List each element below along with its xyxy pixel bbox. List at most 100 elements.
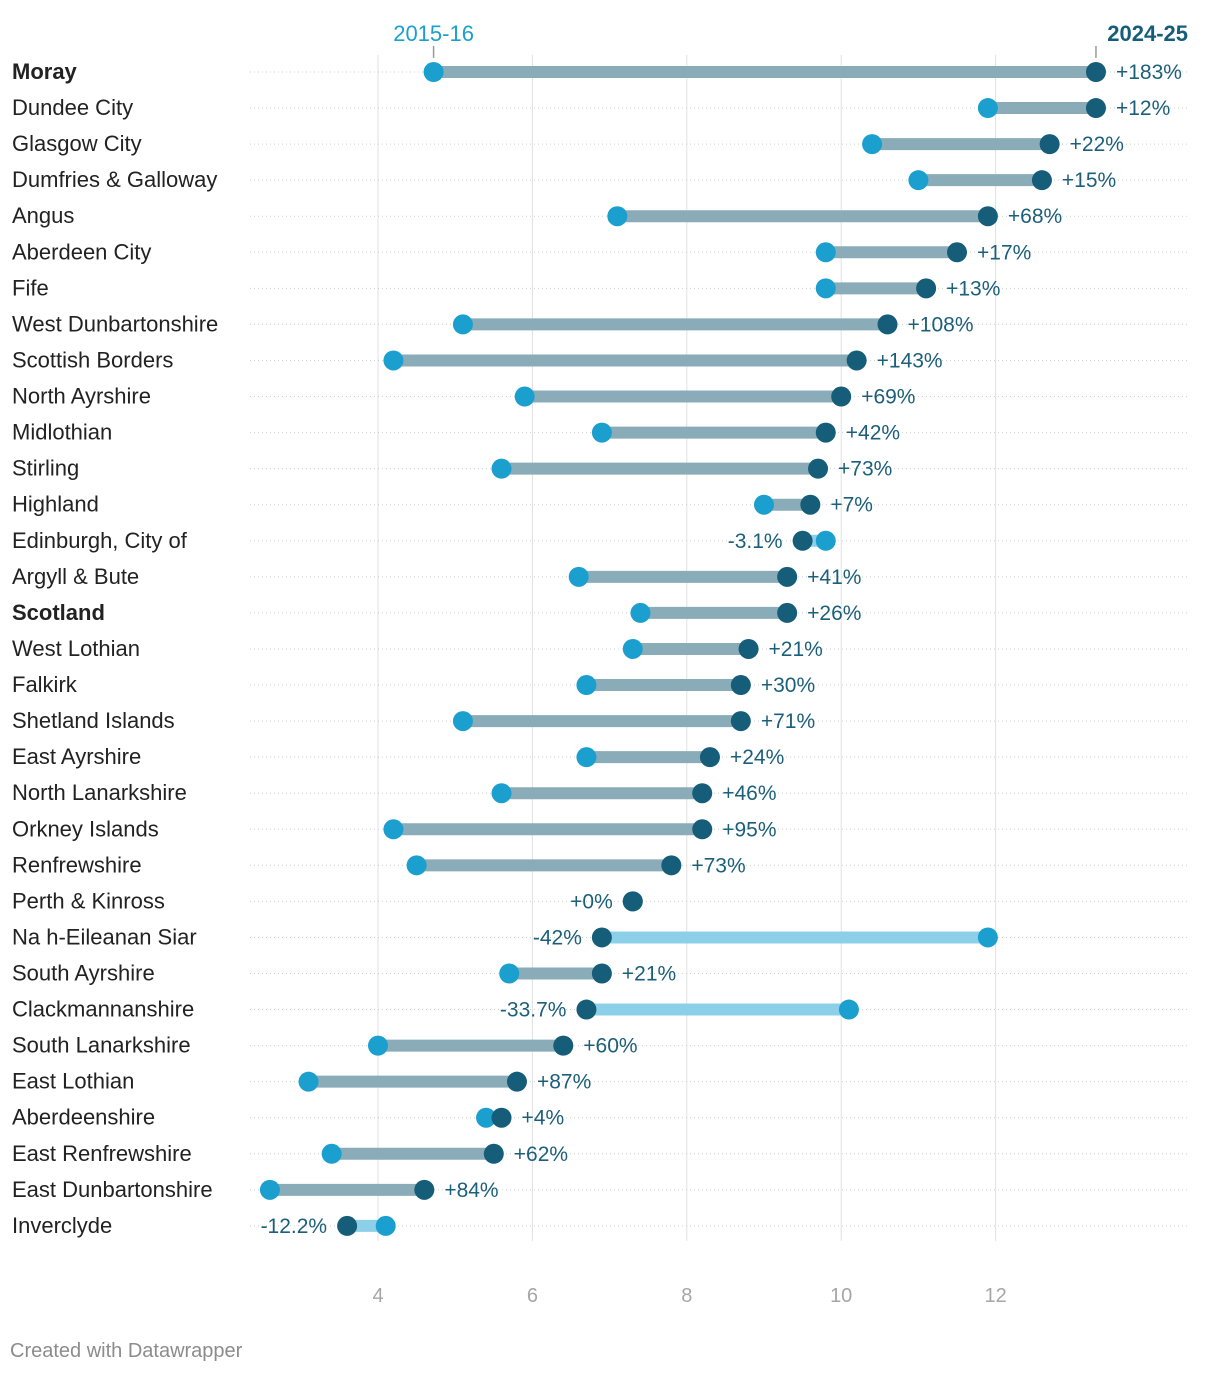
start-dot [491,458,512,479]
row-label: Stirling [12,456,79,481]
row: Dumfries & Galloway +15% [12,167,1188,192]
row: Stirling +73% [12,456,1188,481]
row-label: Aberdeenshire [12,1105,155,1130]
row: East Ayrshire +24% [12,744,1188,769]
start-dot [452,314,473,335]
start-dot [499,963,520,984]
row: North Lanarkshire +46% [12,780,1188,805]
row-label: Aberdeen City [12,239,151,264]
change-label: +21% [769,638,823,661]
row-label: Perth & Kinross [12,888,165,913]
x-axis: 4 6 8 10 12 [372,1285,1006,1307]
change-label: +87% [537,1071,591,1094]
row: Dundee City +12% [12,95,1188,120]
end-dot [661,855,682,876]
row-label: Na h-Eileanan Siar [12,924,197,949]
change-label: +73% [691,854,745,877]
end-dot [977,206,998,227]
end-dot [591,963,612,984]
change-label: +17% [977,241,1031,264]
row: Argyll & Bute +41% [12,564,1188,589]
change-label: +41% [807,566,861,589]
row: South Lanarkshire +60% [12,1033,1188,1058]
start-dot [622,638,643,659]
row-label: North Ayrshire [12,384,151,409]
row: Edinburgh, City of -3.1% [12,528,1188,553]
row-label: South Lanarkshire [12,1033,191,1058]
row: Angus +68% [12,203,1188,228]
row-label: North Lanarkshire [12,780,187,805]
change-label: +4% [522,1107,565,1130]
end-dot [1085,98,1106,119]
start-dot [815,278,836,299]
change-label: +7% [830,494,873,517]
change-label: +22% [1070,133,1124,156]
start-dot [514,386,535,407]
end-dot [692,819,713,840]
end-dot [947,242,967,263]
row-label: East Dunbartonshire [12,1177,213,1202]
row-label: Inverclyde [12,1213,112,1238]
start-dot [383,819,404,840]
change-label: +71% [761,710,815,733]
change-label: -33.7% [500,999,567,1022]
change-label: +143% [877,349,943,372]
row: North Ayrshire +69% [12,384,1188,409]
change-label: +46% [722,782,776,805]
row: Renfrewshire +73% [12,852,1188,877]
x-tick-label: 12 [984,1285,1006,1307]
start-dot [607,206,628,227]
row: West Dunbartonshire +108% [12,311,1188,336]
change-label: +12% [1116,97,1170,120]
row-label: East Lothian [12,1069,134,1094]
row: Falkirk +30% [12,672,1188,697]
change-label: -42% [533,926,582,949]
start-dot [815,530,836,551]
change-label: +183% [1116,61,1182,84]
row: Moray +183% [12,59,1188,84]
x-tick-label: 6 [527,1285,538,1307]
row: Clackmannanshire -33.7% [12,997,1188,1022]
start-dot [977,98,998,119]
start-dot [491,783,512,804]
start-dot [862,134,883,155]
row: Aberdeenshire +4% [12,1105,1188,1130]
row: Highland +7% [12,492,1188,517]
end-dot [591,927,612,948]
end-dot [1039,134,1060,155]
start-dot [368,1035,388,1056]
row: Scotland +26% [12,600,1188,625]
end-dot [831,386,852,407]
row: East Dunbartonshire +84% [12,1177,1188,1202]
row: Shetland Islands +71% [12,708,1188,733]
row: South Ayrshire +21% [12,961,1188,986]
start-dot [452,711,473,732]
x-tick-label: 10 [830,1285,852,1307]
end-dot [730,675,751,696]
end-dot [846,350,867,371]
start-dot [375,1215,396,1236]
end-dot [1085,62,1106,82]
start-dot [838,999,859,1020]
row-label: Orkney Islands [12,816,159,841]
dumbbell-chart: Moray +183% Dundee City +12% Glasgow City +22… [12,21,1188,1307]
row-label: Falkirk [12,672,78,697]
row-label: Moray [12,59,78,84]
row-label: Highland [12,492,99,517]
end-dot [916,278,937,299]
change-label: +42% [846,422,900,445]
row: Aberdeen City +17% [12,239,1188,264]
start-dot [406,855,427,876]
change-label: +73% [838,458,892,481]
row-label: Glasgow City [12,131,142,156]
end-dot [692,783,713,804]
start-dot [576,675,597,696]
change-label: +108% [908,313,974,336]
start-dot [383,350,404,371]
start-dot [908,170,929,191]
start-dot [423,62,444,82]
end-dot [506,1071,527,1092]
row-label: Scotland [12,600,105,625]
start-dot [754,494,774,515]
row: Inverclyde -12.2% [12,1213,1188,1238]
